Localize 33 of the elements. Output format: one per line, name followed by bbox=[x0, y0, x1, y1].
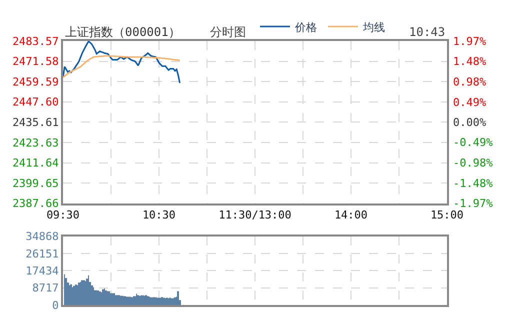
y2-tick-label: -0.98% bbox=[453, 156, 494, 170]
y-tick-label: 34868 bbox=[26, 230, 59, 244]
text: 10:43 bbox=[409, 25, 446, 39]
y-tick-label: 2435.61 bbox=[12, 116, 59, 130]
y-tick-label: 0 bbox=[52, 298, 59, 312]
y-tick-label: 2447.60 bbox=[12, 96, 59, 109]
y-tick-label: 2387.66 bbox=[12, 197, 59, 210]
y2-tick-label: -1.97% bbox=[453, 197, 494, 210]
legend-label: 均线 bbox=[362, 20, 385, 34]
chart-title: 上证指数（000001） bbox=[65, 25, 180, 39]
y-tick-label: 26151 bbox=[26, 247, 59, 260]
y-tick-label: 17434 bbox=[26, 264, 60, 278]
y2-tick-label: 0.98% bbox=[453, 76, 486, 89]
y-tick-label: 2399.65 bbox=[12, 176, 59, 190]
y2-tick-label: 0.49% bbox=[453, 96, 486, 109]
x-tick-label: 15:00 bbox=[430, 208, 464, 222]
y-tick-label: 2411.64 bbox=[12, 156, 60, 170]
y2-tick-label: -1.48% bbox=[453, 177, 494, 190]
y2-tick-label: -0.49% bbox=[453, 136, 494, 150]
x-tick-label: 10:30 bbox=[142, 208, 176, 222]
x-tick-label: 09:30 bbox=[46, 208, 80, 222]
y2-tick-label: 0.00% bbox=[453, 116, 486, 130]
y-tick-label: 2483.57 bbox=[12, 34, 59, 48]
legend-label: 价格 bbox=[294, 20, 317, 34]
y-tick-label: 8717 bbox=[32, 282, 59, 295]
y-tick-label: 2459.59 bbox=[12, 75, 59, 88]
y-tick-label: 2471.58 bbox=[12, 55, 59, 68]
y2-tick-label: 1.48% bbox=[453, 55, 486, 68]
text: 分时图 bbox=[210, 25, 246, 39]
x-tick-label: 14:00 bbox=[334, 208, 368, 222]
x-tick-label: 11:30/13:00 bbox=[218, 208, 292, 222]
y2-tick-label: 1.97% bbox=[453, 34, 486, 48]
y-tick-label: 2423.63 bbox=[12, 136, 59, 150]
